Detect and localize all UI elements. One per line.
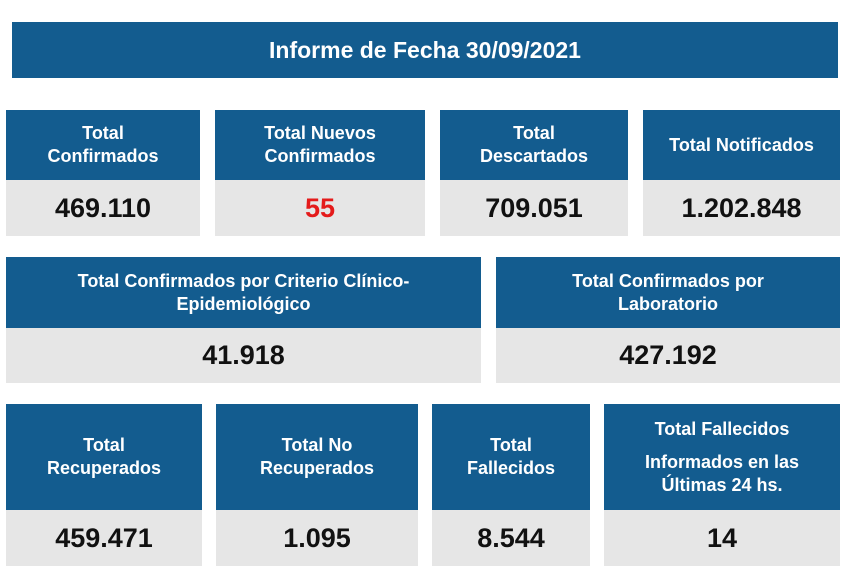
stat-card: Total Recuperados 459.471 [6, 404, 202, 566]
label-line: Total [82, 123, 124, 143]
card-label: Total Fallecidos Informados en las Últimas… [604, 404, 840, 510]
card-value: 1.202.848 [643, 180, 840, 236]
stat-card: Total Confirmados por Criterio Clínico- E… [6, 257, 481, 383]
label-line: Total Nuevos [264, 123, 376, 143]
card-value: 459.471 [6, 510, 202, 566]
card-value: 41.918 [6, 328, 481, 383]
label-line: Total [83, 435, 125, 455]
card-value: 55 [215, 180, 425, 236]
stat-card: Total Fallecidos 8.544 [432, 404, 590, 566]
card-label: Total Descartados [440, 110, 628, 180]
label-line: Total [513, 123, 555, 143]
label-line: Total Notificados [669, 134, 814, 155]
card-label: Total Confirmados por Laboratorio [496, 257, 840, 328]
stat-card: Total No Recuperados 1.095 [216, 404, 418, 566]
label-line: Total [490, 435, 532, 455]
card-label: Total Recuperados [6, 404, 202, 510]
card-value: 427.192 [496, 328, 840, 383]
card-label: Total Fallecidos [432, 404, 590, 510]
label-line: Recuperados [259, 458, 375, 478]
stat-card: Total Descartados 709.051 [440, 110, 628, 236]
label-line: Recuperados [46, 458, 162, 478]
label-line: Informados en las [644, 451, 800, 472]
report-title: Informe de Fecha 30/09/2021 [12, 22, 838, 78]
card-label: Total Confirmados [6, 110, 200, 180]
card-value: 1.095 [216, 510, 418, 566]
label-line: Laboratorio [617, 293, 718, 314]
label-line: Confirmados [47, 146, 159, 166]
stat-card: Total Fallecidos Informados en las Últimas… [604, 404, 840, 566]
stat-card: Total Confirmados por Laboratorio 427.192 [496, 257, 840, 383]
card-label: Total Nuevos Confirmados [215, 110, 425, 180]
stat-card: Total Notificados 1.202.848 [643, 110, 840, 236]
card-value: 14 [604, 510, 840, 566]
card-value: 709.051 [440, 180, 628, 236]
label-line: Total Confirmados por [572, 270, 764, 291]
label-line: Total No [281, 435, 353, 455]
card-label: Total No Recuperados [216, 404, 418, 510]
stat-card: Total Confirmados 469.110 [6, 110, 200, 236]
card-value: 469.110 [6, 180, 200, 236]
label-line: Total Confirmados por Criterio Clínico- [77, 270, 410, 291]
card-label: Total Notificados [643, 110, 840, 180]
stat-card: Total Nuevos Confirmados 55 [215, 110, 425, 236]
label-line: Epidemiológico [176, 293, 311, 314]
card-label: Total Confirmados por Criterio Clínico- E… [6, 257, 481, 328]
label-line: Descartados [479, 146, 589, 166]
label-line: Fallecidos [466, 458, 556, 478]
label-line: Total Fallecidos [654, 418, 790, 439]
card-value: 8.544 [432, 510, 590, 566]
label-line: Últimas 24 hs. [661, 474, 783, 495]
label-line: Confirmados [264, 146, 376, 166]
